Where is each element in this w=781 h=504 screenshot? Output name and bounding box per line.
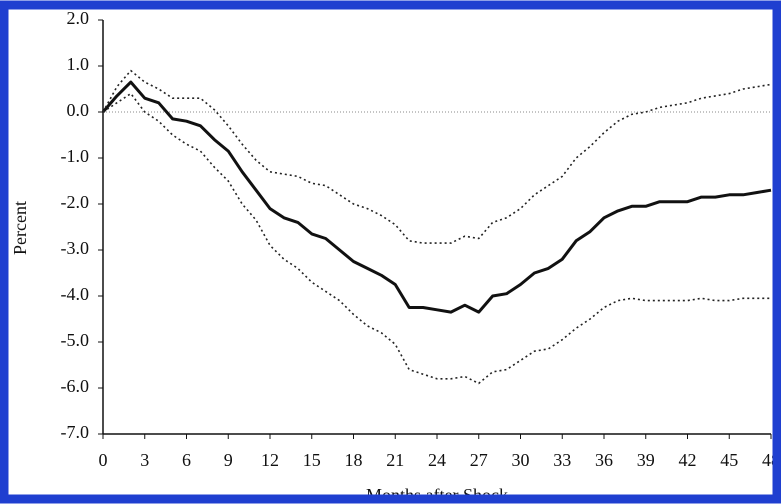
- x-tick-label: 15: [303, 450, 321, 470]
- y-tick-label: 0.0: [67, 100, 90, 120]
- x-tick-label: 21: [386, 450, 404, 470]
- x-tick-label: 3: [140, 450, 149, 470]
- y-tick-label: -3.0: [61, 238, 90, 258]
- y-tick-label: -1.0: [61, 146, 90, 166]
- confidence-band: [102, 69, 772, 244]
- x-tick-label: 42: [679, 450, 697, 470]
- x-tick-label: 30: [512, 450, 530, 470]
- y-tick-label: 2.0: [67, 8, 90, 28]
- x-tick-label: 18: [345, 450, 363, 470]
- x-tick-label: 36: [595, 450, 613, 470]
- x-tick-label: 45: [720, 450, 738, 470]
- y-tick-label: -7.0: [61, 422, 90, 442]
- x-tick-label: 0: [99, 450, 108, 470]
- confidence-band: [102, 92, 771, 385]
- y-axis-label: Percent: [10, 201, 30, 255]
- y-tick-label: -5.0: [61, 330, 90, 350]
- x-tick-label: 27: [470, 450, 488, 470]
- y-tick-label: -6.0: [61, 376, 90, 396]
- x-tick-label: 39: [637, 450, 655, 470]
- x-tick-label: 24: [428, 450, 446, 470]
- x-tick-label: 33: [553, 450, 571, 470]
- x-tick-label: 12: [261, 450, 279, 470]
- y-tick-label: -4.0: [61, 284, 90, 304]
- y-tick-label: 1.0: [67, 54, 90, 74]
- x-tick-label: 6: [182, 450, 191, 470]
- response-line: [101, 80, 772, 314]
- x-tick-label: 9: [224, 450, 233, 470]
- y-tick-label: -2.0: [61, 192, 90, 212]
